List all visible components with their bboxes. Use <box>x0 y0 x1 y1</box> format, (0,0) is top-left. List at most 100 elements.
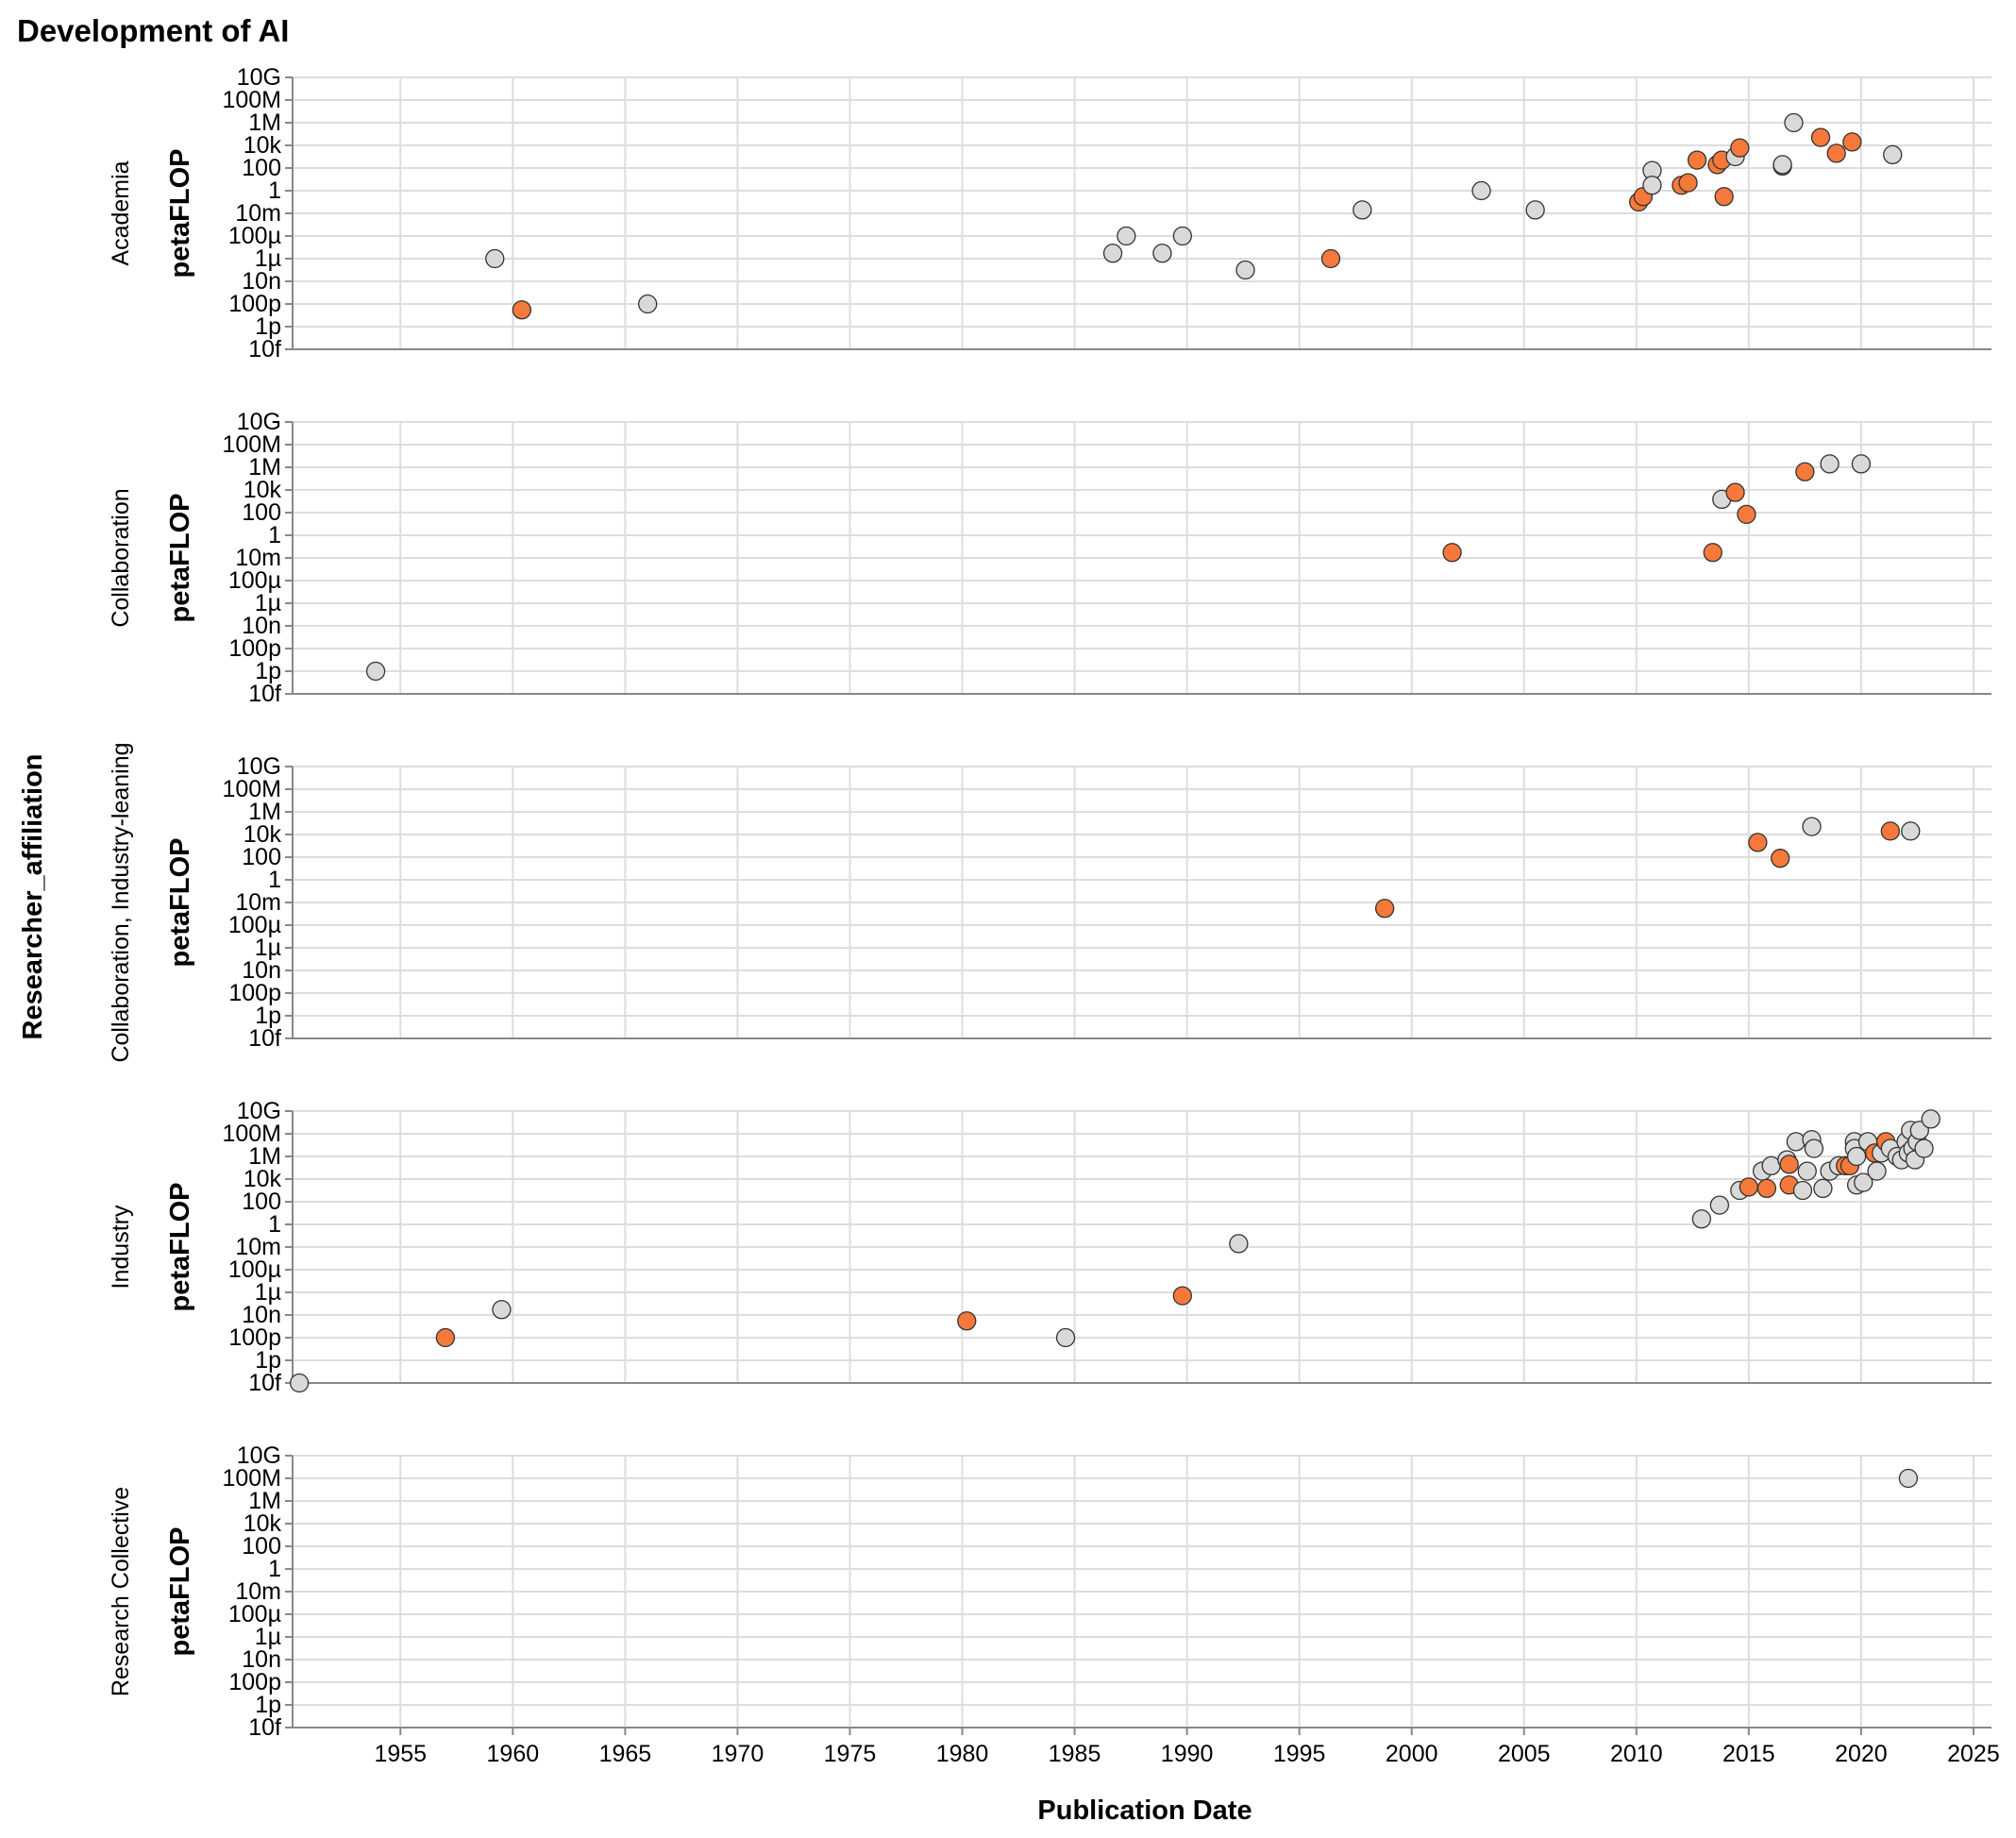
y-tick-label: 10f <box>248 681 281 707</box>
y-tick-label: 10G <box>237 1098 281 1124</box>
y-axis-title: petaFLOP <box>165 149 195 278</box>
y-tick-label: 1µ <box>255 245 281 272</box>
y-tick-label: 1M <box>248 1488 281 1514</box>
data-point <box>1725 482 1745 502</box>
data-point <box>1795 462 1815 481</box>
y-tick-label: 10m <box>235 889 281 916</box>
data-point <box>365 661 386 682</box>
y-tick-label: 10G <box>237 409 281 435</box>
data-point <box>1229 1234 1249 1254</box>
data-point <box>1102 244 1123 263</box>
data-point <box>512 300 532 320</box>
y-tick-label: 10f <box>248 1714 281 1741</box>
data-point <box>1804 1138 1824 1158</box>
x-axis-title: Publication Date <box>1037 1796 1252 1826</box>
x-tick-label: 1980 <box>936 1741 989 1767</box>
y-tick-label: 1µ <box>255 1279 281 1306</box>
y-tick-label: 100 <box>242 499 281 526</box>
y-tick-label: 100 <box>242 1189 281 1215</box>
data-point <box>1352 200 1372 220</box>
y-tick-label: 10k <box>244 1166 282 1192</box>
y-tick-label: 100p <box>228 980 281 1006</box>
y-tick-label: 1µ <box>255 935 281 961</box>
data-point <box>1678 173 1698 193</box>
x-tick-label: 1960 <box>487 1741 540 1767</box>
x-tick-label: 2025 <box>1947 1741 2000 1767</box>
data-point <box>1737 504 1756 525</box>
chart-title: Development of AI <box>17 13 289 48</box>
y-tick-label: 100M <box>222 87 281 113</box>
x-tick-label: 1990 <box>1161 1741 1214 1767</box>
data-point <box>1898 1468 1919 1489</box>
data-point <box>1442 543 1462 563</box>
x-tick-label: 2010 <box>1610 1741 1663 1767</box>
y-tick-label: 10k <box>244 821 282 848</box>
y-tick-label: 1p <box>255 1692 281 1718</box>
y-axis-title: petaFLOP <box>165 1527 195 1657</box>
y-tick-label: 100p <box>228 291 281 317</box>
y-tick-label: 10k <box>244 477 282 503</box>
y-tick-label: 1M <box>248 1143 281 1170</box>
x-tick-label: 1965 <box>599 1741 652 1767</box>
y-tick-label: 100M <box>222 1465 281 1492</box>
y-tick-label: 10n <box>242 268 281 295</box>
y-tick-label: 10f <box>248 1025 281 1052</box>
data-point <box>1909 1121 1929 1140</box>
y-tick-label: 1µ <box>255 590 281 616</box>
y-tick-label: 10G <box>237 753 281 780</box>
data-point <box>1730 138 1750 158</box>
y-tick-label: 10f <box>248 336 281 363</box>
x-tick-label: 1970 <box>712 1741 764 1767</box>
y-tick-label: 10n <box>242 1646 281 1673</box>
y-tick-label: 1 <box>268 1556 281 1582</box>
data-point <box>1820 454 1840 474</box>
data-point <box>1842 132 1862 152</box>
data-point <box>1826 143 1846 163</box>
y-tick-label: 100M <box>222 776 281 802</box>
data-point <box>289 1373 310 1393</box>
data-point <box>1921 1109 1940 1129</box>
y-tick-label: 100p <box>228 635 281 662</box>
data-point <box>1786 1132 1806 1152</box>
facets-group: 10G100M1M10k100110m100µ1µ10n100p1p10fpet… <box>108 64 1991 1741</box>
y-tick-label: 1p <box>255 1347 281 1374</box>
y-tick-label: 1µ <box>255 1624 281 1650</box>
data-point <box>492 1300 512 1320</box>
facet-label: Industry <box>108 1205 134 1289</box>
data-point <box>1172 226 1193 246</box>
y-tick-label: 10n <box>242 613 281 639</box>
y-tick-label: 1M <box>248 454 281 481</box>
y-tick-label: 100µ <box>228 1256 281 1283</box>
data-point <box>1867 1161 1887 1181</box>
data-point <box>1792 1180 1813 1201</box>
y-tick-label: 100 <box>242 1533 281 1560</box>
y-tick-label: 10m <box>235 545 281 571</box>
data-point <box>1802 817 1822 836</box>
x-axis: 1955 1960 1965 1970 1975 1980 1985 1990 1995 2000… <box>374 1728 2000 1767</box>
data-point <box>1117 226 1136 246</box>
data-point <box>1813 1178 1833 1199</box>
y-tick-label: 1p <box>255 313 281 340</box>
facet-label: Collaboration <box>108 488 134 627</box>
facet-label: Academia <box>108 160 134 265</box>
y-tick-label: 100µ <box>228 912 281 938</box>
y-tick-label: 100 <box>242 155 281 181</box>
data-point <box>1797 1161 1817 1181</box>
data-point <box>1642 176 1662 195</box>
data-point <box>485 248 505 269</box>
y-tick-label: 1M <box>248 799 281 825</box>
y-tick-label: 100µ <box>228 223 281 249</box>
data-point <box>1691 1209 1712 1229</box>
x-tick-label: 2005 <box>1498 1741 1551 1767</box>
y-axis-title: petaFLOP <box>165 838 195 968</box>
data-point <box>1703 543 1722 563</box>
y-tick-label: 100M <box>222 431 281 458</box>
data-point <box>1748 833 1768 852</box>
data-point <box>1810 127 1831 147</box>
x-tick-label: 1995 <box>1273 1741 1326 1767</box>
facet-label: Research Collective <box>108 1487 134 1696</box>
y-tick-label: 1M <box>248 110 281 136</box>
data-point <box>1471 180 1491 201</box>
